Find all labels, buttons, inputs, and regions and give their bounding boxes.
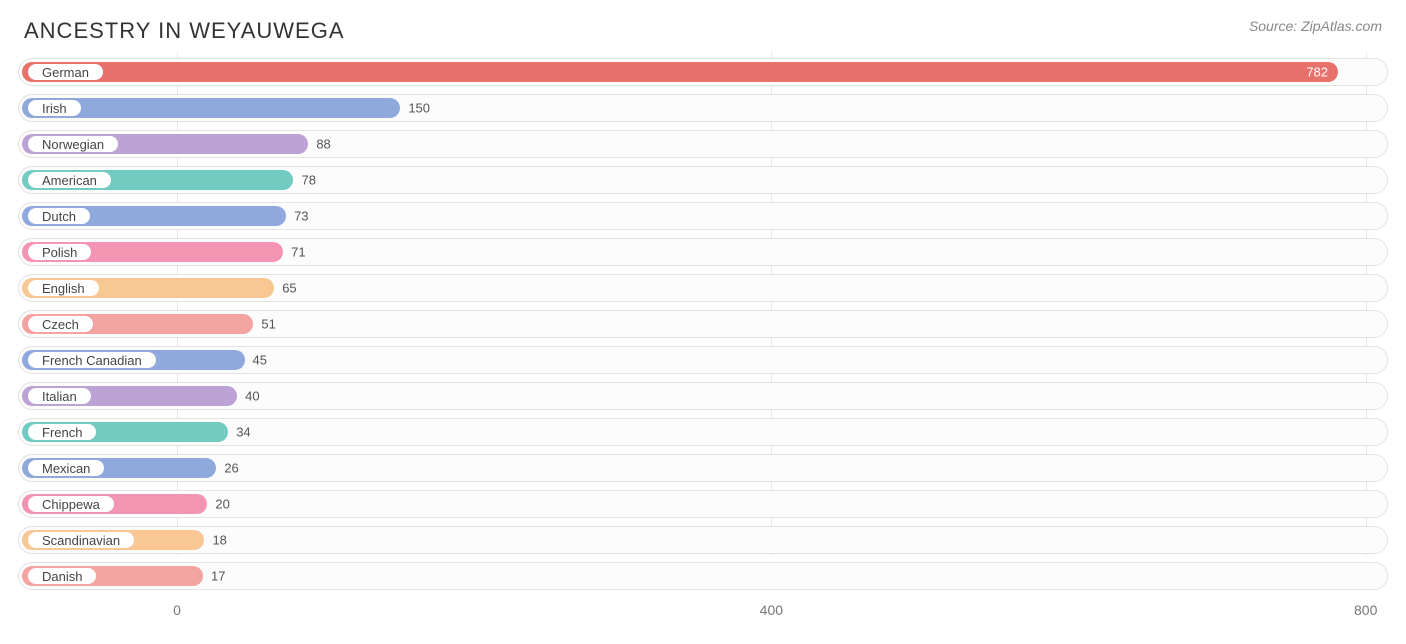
bar-category-pill: American	[26, 170, 113, 190]
bar-value-label: 88	[316, 137, 330, 152]
bar-row: Czech 51	[18, 310, 1388, 338]
bar-row: Polish 71	[18, 238, 1388, 266]
bar-value-label: 45	[253, 353, 267, 368]
bar-category-pill: Czech	[26, 314, 95, 334]
bar-category-pill: Scandinavian	[26, 530, 136, 550]
chart-title: ANCESTRY IN WEYAUWEGA	[24, 18, 345, 44]
bar-value-label: 782	[1306, 65, 1328, 80]
bar-row: Dutch 73	[18, 202, 1388, 230]
bar-value-label: 150	[408, 101, 430, 116]
bar-category-pill: French Canadian	[26, 350, 158, 370]
bar-category-pill: German	[26, 62, 105, 82]
chart-header: ANCESTRY IN WEYAUWEGA Source: ZipAtlas.c…	[0, 0, 1406, 52]
bar-value-label: 18	[212, 533, 226, 548]
bar-value-label: 26	[224, 461, 238, 476]
bar-row: Mexican 26	[18, 454, 1388, 482]
bar-value-label: 20	[215, 497, 229, 512]
x-tick-label: 800	[1354, 602, 1377, 618]
bar-row: Danish 17	[18, 562, 1388, 590]
bar-row: Norwegian 88	[18, 130, 1388, 158]
x-tick-label: 0	[173, 602, 181, 618]
bar-row: French Canadian 45	[18, 346, 1388, 374]
bar: 782	[22, 62, 1338, 82]
bar-value-label: 71	[291, 245, 305, 260]
bar-value-label: 51	[261, 317, 275, 332]
bar-row: Italian 40	[18, 382, 1388, 410]
bar-value-label: 73	[294, 209, 308, 224]
bar-row: Scandinavian 18	[18, 526, 1388, 554]
bar-category-pill: Norwegian	[26, 134, 120, 154]
x-tick-label: 400	[760, 602, 783, 618]
bar-value-label: 65	[282, 281, 296, 296]
bar-category-pill: Irish	[26, 98, 83, 118]
chart-rows: 782 German Irish 150 Norwegian 88 American 78 Du…	[18, 58, 1388, 590]
bar-category-pill: Danish	[26, 566, 98, 586]
bar-category-pill: French	[26, 422, 98, 442]
bar-row: Irish 150	[18, 94, 1388, 122]
bar-row: 782 German	[18, 58, 1388, 86]
bar-category-pill: Polish	[26, 242, 93, 262]
bar-category-pill: Dutch	[26, 206, 92, 226]
bar-value-label: 40	[245, 389, 259, 404]
bar-category-pill: English	[26, 278, 101, 298]
bar-row: English 65	[18, 274, 1388, 302]
bar-row: American 78	[18, 166, 1388, 194]
bar-category-pill: Chippewa	[26, 494, 116, 514]
bar-category-pill: Mexican	[26, 458, 106, 478]
bar-row: French 34	[18, 418, 1388, 446]
chart-source: Source: ZipAtlas.com	[1249, 18, 1382, 34]
bar-value-label: 34	[236, 425, 250, 440]
bar-value-label: 17	[211, 569, 225, 584]
bar-row: Chippewa 20	[18, 490, 1388, 518]
bar-value-label: 78	[301, 173, 315, 188]
x-axis: 0 400 800	[18, 598, 1388, 624]
chart-area: 782 German Irish 150 Norwegian 88 American 78 Du…	[0, 52, 1406, 590]
bar-category-pill: Italian	[26, 386, 93, 406]
